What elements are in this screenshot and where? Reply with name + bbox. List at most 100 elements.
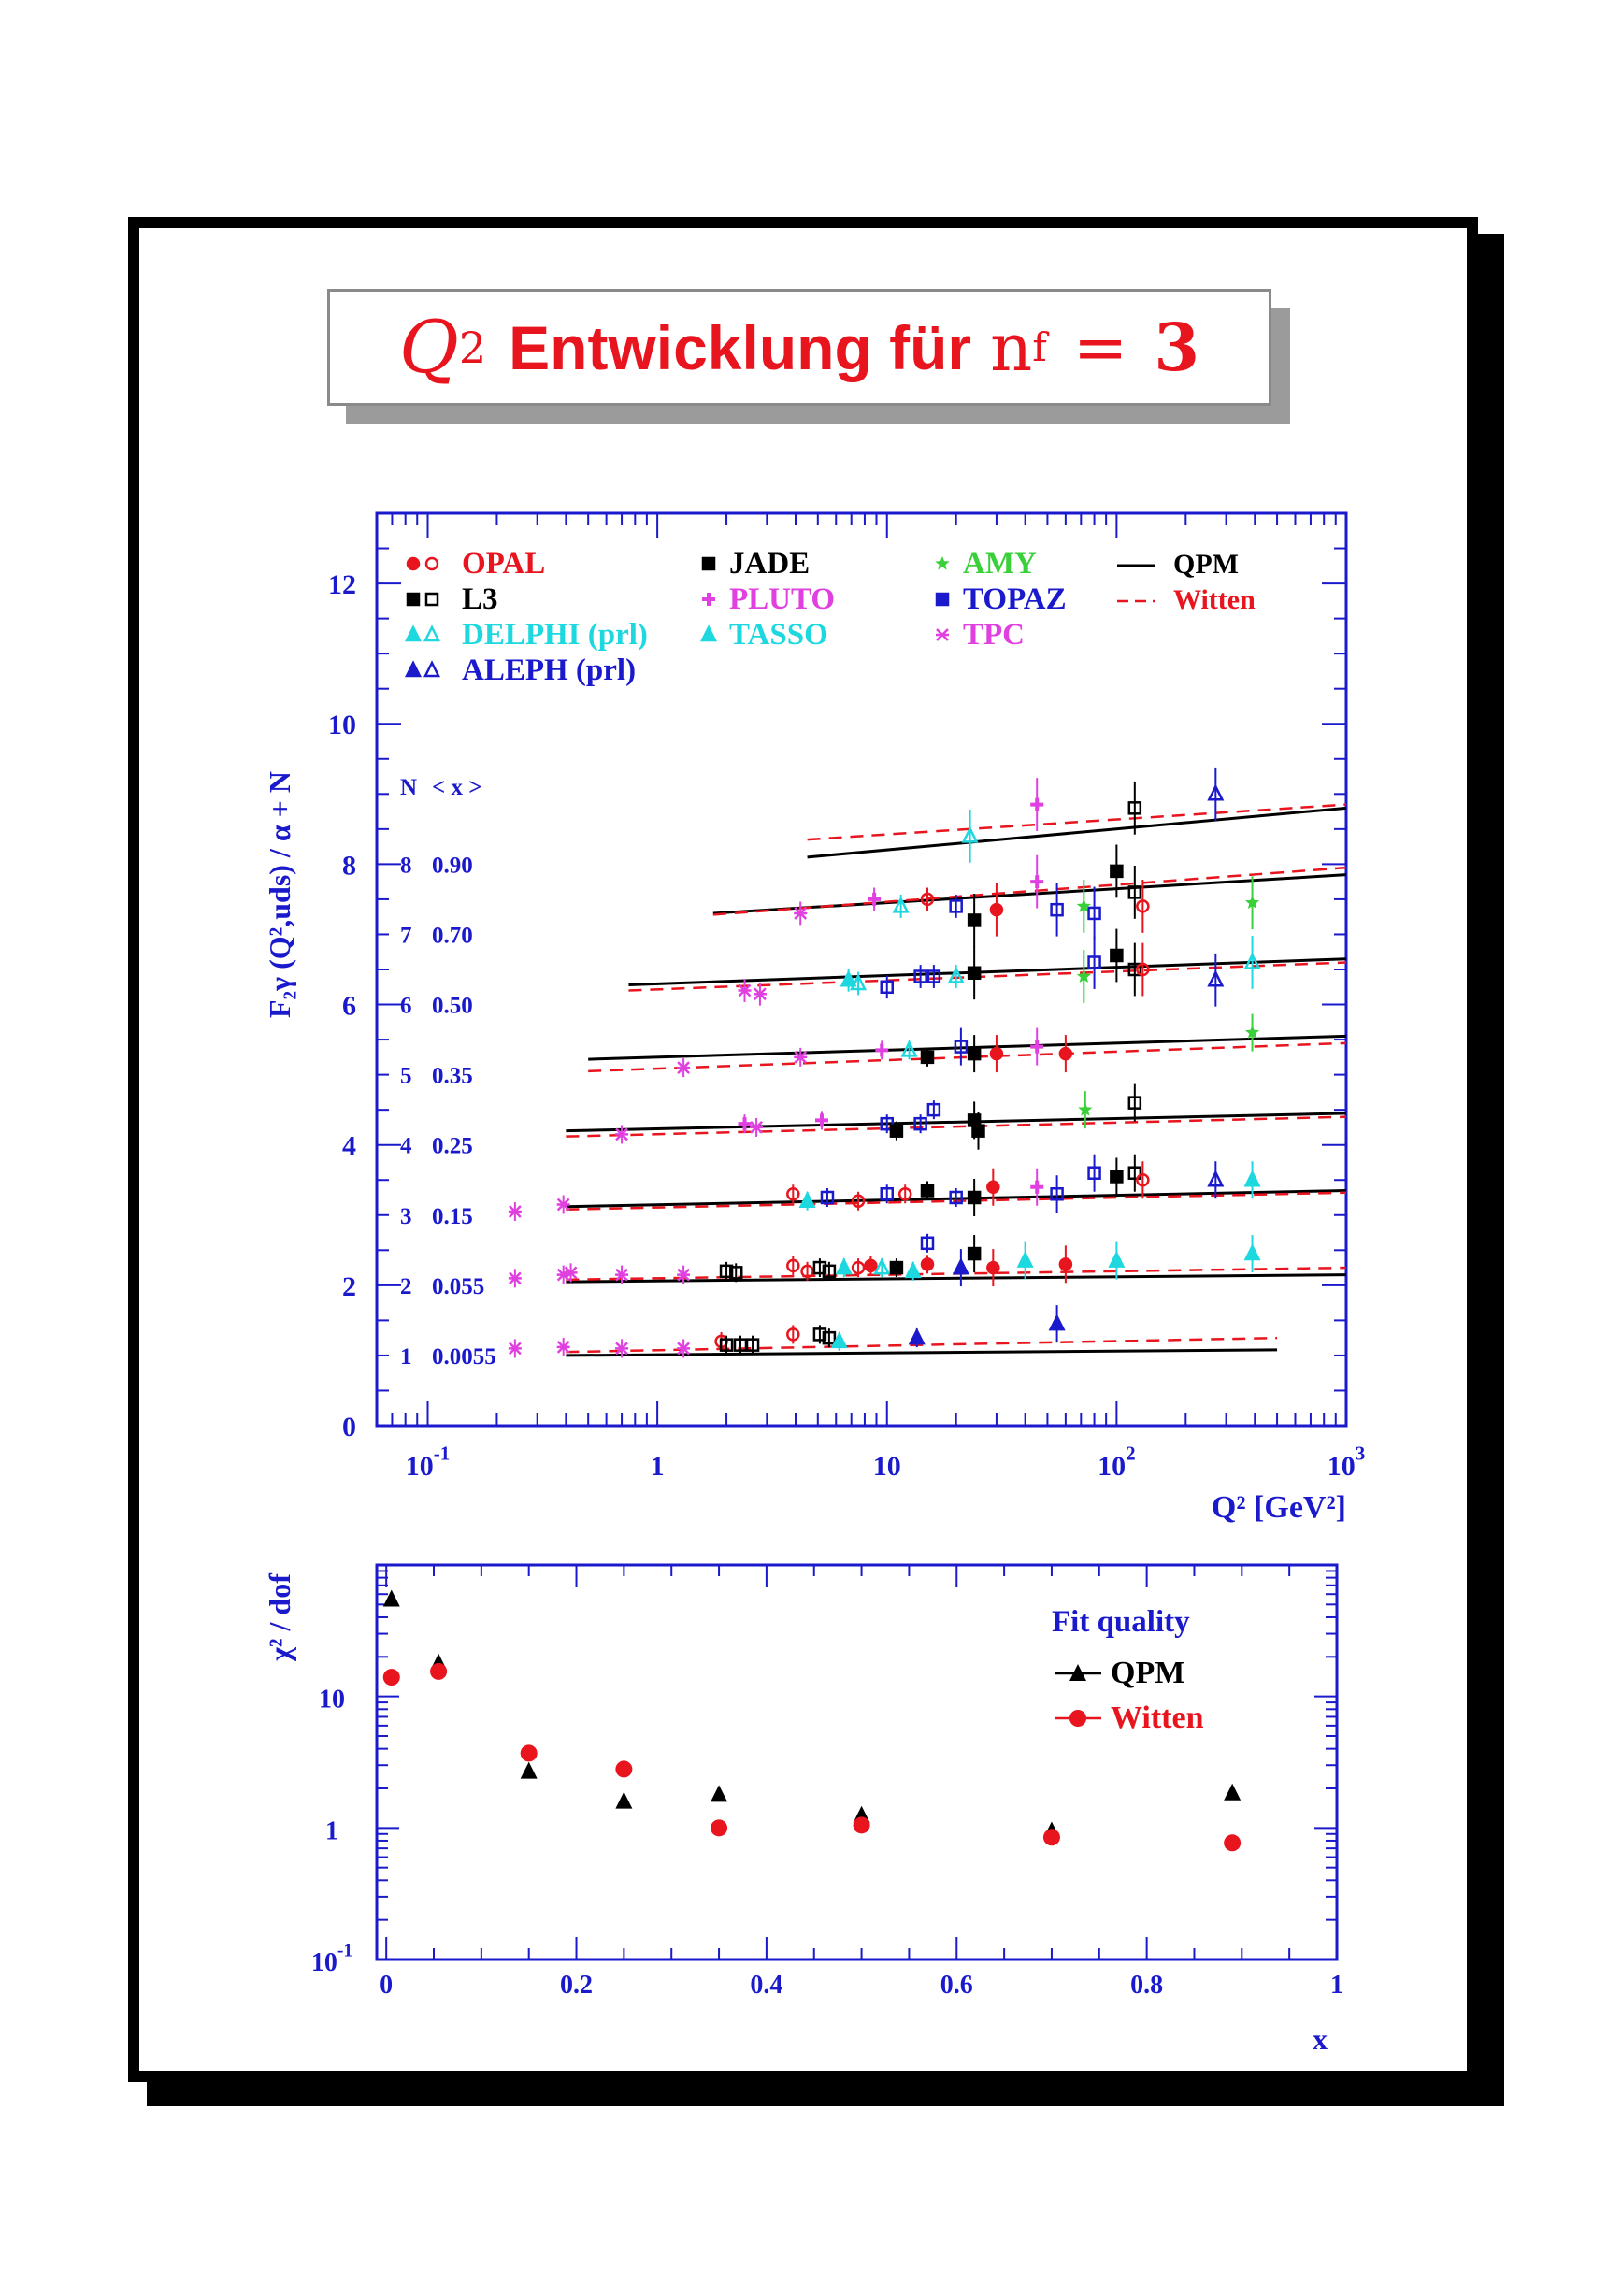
data-point-l3	[719, 1338, 734, 1352]
data-point-tpc	[753, 987, 767, 1001]
data-point-tasso	[850, 973, 868, 991]
x-tick-label: 0.2	[560, 1971, 593, 2000]
data-point-tpc	[508, 1271, 522, 1285]
data-point-opal	[786, 1327, 800, 1342]
data-point-delphi	[835, 1257, 853, 1275]
legend-marker-open	[424, 556, 439, 571]
legend-marker-open	[423, 624, 441, 642]
data-point-tpc	[677, 1268, 691, 1282]
y-tick-label: 2	[342, 1271, 356, 1302]
legend-marker	[404, 624, 423, 642]
x-tick-label: 1	[651, 1451, 665, 1482]
legend-label: TASSO	[729, 618, 828, 652]
qpm-curve	[628, 957, 1347, 987]
title-q: Q	[398, 305, 459, 390]
data-point-pluto	[738, 1117, 752, 1131]
y-tick-label: 4	[342, 1131, 356, 1162]
data-point-topaz	[880, 980, 894, 995]
data-point-l3	[822, 1264, 837, 1279]
witten-point	[853, 1816, 870, 1834]
title-eq: =	[1072, 309, 1128, 386]
legend-label: TPC	[963, 618, 1025, 652]
data-point-jade	[920, 1050, 935, 1065]
qpm-curve	[566, 1348, 1278, 1357]
legend-marker-qpm	[1069, 1664, 1086, 1681]
data-point-tasso	[873, 1257, 891, 1275]
y-tick-label: 10	[328, 710, 356, 740]
title-nf-sub: f	[1032, 324, 1047, 370]
x-axis-title: Q² [GeV²]	[1212, 1490, 1346, 1525]
data-point-tpc	[564, 1266, 578, 1280]
bin-label-x: 0.70	[432, 923, 473, 948]
qpm-curve	[807, 806, 1347, 859]
legend-label: AMY	[963, 547, 1037, 581]
x-tick-label: 0.4	[750, 1971, 782, 2000]
witten-point	[615, 1760, 633, 1778]
data-point-topaz	[1087, 906, 1101, 921]
bin-label-x: 0.25	[432, 1134, 473, 1159]
data-point-topaz	[949, 1190, 963, 1205]
data-point-tasso	[900, 1040, 918, 1057]
data-point-tpc	[794, 1050, 808, 1064]
bin-label-x: 0.50	[432, 994, 473, 1019]
data-point-delphi	[1243, 1243, 1261, 1261]
legend-label: Witten	[1173, 584, 1256, 615]
data-point-topaz	[954, 1040, 969, 1054]
legend-marker	[702, 593, 715, 606]
y-tick-label: 12	[328, 569, 356, 600]
legend-label: JADE	[729, 547, 810, 581]
data-point-jade	[1110, 864, 1124, 879]
legend-marker	[701, 556, 716, 571]
data-point-topaz	[1087, 955, 1101, 969]
qpm-curve	[566, 1112, 1347, 1133]
qpm-point	[1224, 1783, 1242, 1801]
bin-label-x: 0.0055	[432, 1344, 496, 1370]
legend-label: DELPHI (prl)	[462, 618, 648, 652]
data-point-jade	[889, 1260, 904, 1275]
data-point-tpc	[615, 1342, 629, 1356]
data-point-l3	[728, 1266, 743, 1280]
data-point-tpc	[738, 983, 752, 997]
bin-label-n: 5	[400, 1064, 412, 1089]
witten-curve	[628, 961, 1347, 992]
data-point-topaz	[1050, 902, 1064, 917]
title-q-sup: 2	[458, 322, 487, 373]
bin-label-x: 0.055	[432, 1274, 484, 1299]
data-point-delphi	[1243, 952, 1261, 969]
data-point-tasso	[798, 1190, 816, 1209]
data-point-aleph	[1207, 783, 1225, 801]
data-point-pluto	[1030, 1040, 1044, 1054]
witten-point	[1224, 1834, 1242, 1852]
data-point-opal	[1136, 962, 1150, 977]
legend-marker-witten	[1069, 1710, 1086, 1727]
bin-header-x: < x >	[432, 775, 482, 800]
bin-label-n: 2	[400, 1274, 412, 1299]
fit-quality-title: Fit quality	[1052, 1605, 1190, 1639]
data-point-tpc	[677, 1061, 691, 1074]
data-point-tpc	[794, 907, 808, 920]
data-point-delphi	[1016, 1250, 1034, 1268]
data-point-topaz	[820, 1190, 835, 1205]
data-point-amy	[1078, 1102, 1093, 1116]
data-point-opal	[920, 1257, 935, 1271]
data-point-tpc	[615, 1127, 629, 1141]
data-point-jade	[967, 913, 982, 927]
data-point-jade	[1110, 1170, 1124, 1184]
data-point-aleph	[908, 1327, 926, 1345]
witten-curve	[807, 803, 1347, 841]
data-point-topaz	[926, 969, 941, 983]
legend-marker	[406, 556, 421, 571]
bin-label-n: 7	[400, 923, 412, 948]
data-point-delphi	[840, 969, 857, 987]
legend-label: Witten	[1111, 1700, 1204, 1735]
data-point-l3	[812, 1260, 827, 1275]
data-point-tasso	[947, 966, 965, 983]
data-point-topaz	[913, 969, 927, 983]
bin-label-n: 1	[400, 1344, 412, 1370]
data-point-tasso	[892, 896, 910, 913]
data-point-pluto	[1030, 875, 1044, 889]
witten-point	[711, 1819, 728, 1837]
witten-curve	[588, 1041, 1347, 1073]
x-tick-label: 10	[873, 1451, 901, 1482]
